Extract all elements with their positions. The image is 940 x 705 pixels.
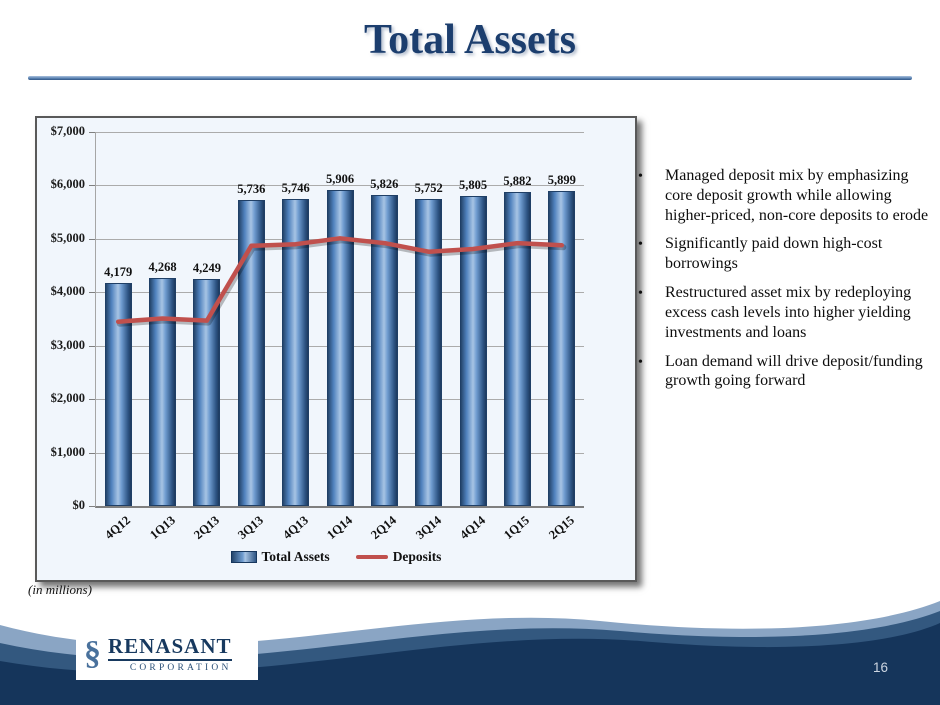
y-tick	[89, 238, 95, 240]
legend-item-total-assets: Total Assets	[230, 549, 330, 565]
gridline	[96, 132, 584, 133]
bar-value-label: 5,805	[459, 178, 488, 192]
y-tick	[89, 452, 95, 454]
y-tick	[89, 345, 95, 347]
y-tick	[89, 399, 95, 401]
y-tick-label: $3,000	[50, 337, 85, 352]
renasant-logo: § RENASANT CORPORATION	[76, 628, 258, 680]
bar	[326, 190, 354, 506]
bullet-marker: •	[638, 169, 643, 184]
bar-value-label: 5,752	[414, 181, 443, 195]
bullet-text: Restructured asset mix by redeploying ex…	[665, 284, 912, 341]
bullet-text: Significantly paid down high-cost borrow…	[665, 235, 883, 273]
y-tick-label: $4,000	[50, 284, 85, 299]
line-swatch-icon	[355, 555, 388, 559]
y-tick-label: $5,000	[50, 230, 85, 245]
bullet-marker: •	[638, 286, 643, 302]
y-tick-label: $1,000	[50, 444, 85, 459]
y-tick-label: $6,000	[50, 177, 85, 192]
bullet-list: • Managed deposit mix by emphasizing cor…	[638, 166, 934, 400]
bar-value-label: 5,906	[325, 172, 355, 186]
legend-label-total-assets: Total Assets	[261, 549, 330, 564]
logo-text: RENASANT CORPORATION	[108, 635, 232, 673]
bullet-item: • Significantly paid down high-cost borr…	[638, 234, 934, 274]
bar-value-label: 5,826	[370, 177, 399, 191]
page-number: 16	[872, 660, 888, 675]
bar-value-label: 4,179	[104, 265, 133, 279]
y-tick	[89, 506, 95, 507]
bullet-marker: •	[638, 237, 643, 253]
y-tick-label: $7,000	[50, 124, 85, 138]
bullet-text: Loan demand will drive deposit/funding g…	[665, 352, 923, 390]
bar-value-label: 4,249	[192, 261, 221, 275]
legend-label-deposits: Deposits	[392, 549, 442, 564]
bar	[237, 200, 265, 506]
bar-swatch-icon	[230, 551, 257, 563]
y-tick-label: $0	[72, 498, 86, 512]
y-tick	[89, 132, 95, 133]
y-tick	[89, 185, 95, 187]
bullet-marker: •	[638, 354, 643, 370]
renasant-logo-mark-icon: §	[84, 635, 101, 672]
bar-value-label: 5,882	[503, 174, 532, 188]
bullet-item: • Restructured asset mix by redeploying …	[638, 283, 934, 342]
chart-legend: Total Assets Deposits	[37, 549, 635, 565]
bar-value-label: 5,899	[547, 173, 576, 187]
title-divider	[28, 76, 912, 80]
units-footnote: (in millions)	[28, 582, 92, 597]
plot-area: 4,179 4Q12 4,268 1Q13 4,249 2Q13 5,736 3Q13 5,74…	[89, 132, 584, 542]
y-tick-label: $2,000	[50, 391, 85, 406]
legend-item-deposits: Deposits	[355, 549, 442, 565]
bar	[149, 278, 177, 506]
bullet-text: Managed deposit mix by emphasizing core …	[665, 167, 929, 224]
deposits-line	[115, 236, 567, 327]
gridline	[96, 185, 584, 187]
y-tick	[89, 292, 95, 294]
logo-subtitle: CORPORATION	[129, 662, 232, 673]
bullet-item: • Loan demand will drive deposit/funding…	[638, 352, 934, 392]
y-axis-labels: $0 $1,000 $2,000 $3,000 $4,000 $5,000 $6,000 $7…	[39, 124, 91, 512]
bar-value-label: 5,746	[281, 181, 310, 195]
logo-name: RENASANT	[108, 635, 232, 661]
bar-value-label: 4,268	[148, 260, 177, 274]
total-assets-chart: $0 $1,000 $2,000 $3,000 $4,000 $5,000 $6,000 $7…	[35, 116, 637, 582]
page-title: Total Assets	[364, 17, 576, 63]
bar	[282, 199, 310, 506]
bar-value-label: 5,736	[237, 182, 266, 196]
bullet-item: • Managed deposit mix by emphasizing cor…	[638, 166, 934, 225]
